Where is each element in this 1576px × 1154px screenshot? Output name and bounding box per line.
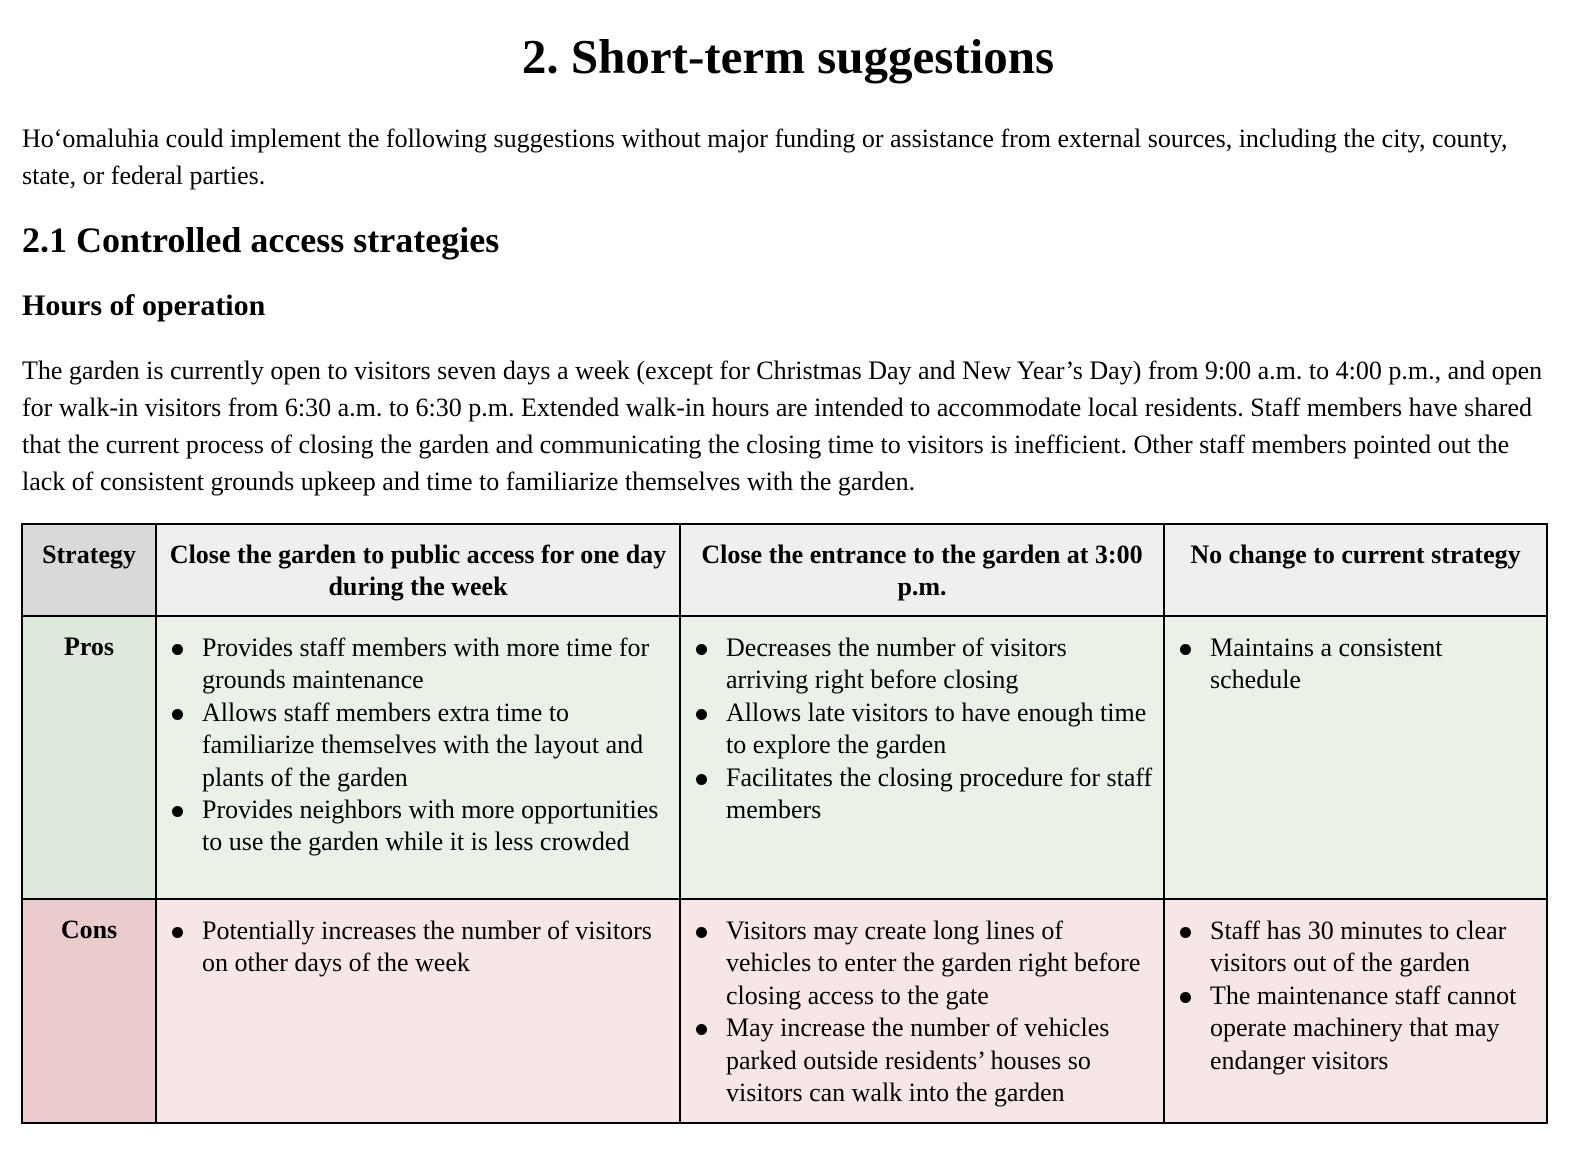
pros-cell-close-one-day: Provides staff members with more time fo… [155, 615, 681, 900]
list-item: Allows staff members extra time to famil… [172, 697, 670, 794]
table-header-row: Strategy Close the garden to public acce… [21, 523, 1548, 617]
hours-paragraph: The garden is currently open to visitors… [22, 356, 1543, 496]
bullet-list: Maintains a consistent schedule [1166, 618, 1545, 705]
pros-row: Pros Provides staff members with more ti… [21, 615, 1548, 900]
list-item: The maintenance staff cannot operate mac… [1180, 980, 1537, 1077]
header-no-change: No change to current strategy [1163, 523, 1548, 617]
list-item: May increase the number of vehicles park… [696, 1012, 1154, 1109]
intro-paragraph: Hoʻomaluhia could implement the followin… [22, 124, 1508, 190]
bullet-list: Provides staff members with more time fo… [158, 618, 678, 867]
bullet-list: Staff has 30 minutes to clear visitors o… [1166, 901, 1545, 1085]
pros-label: Pros [21, 615, 157, 900]
list-item: Maintains a consistent schedule [1180, 632, 1537, 697]
header-close-one-day: Close the garden to public access for on… [155, 523, 681, 617]
subsection-heading: Hours of operation [22, 289, 266, 322]
header-strategy: Strategy [21, 523, 157, 617]
cons-cell-close-at-3pm: Visitors may create long lines of vehicl… [679, 898, 1165, 1124]
page-title: 2. Short-term suggestions [521, 29, 1055, 84]
cons-row: Cons Potentially increases the number of… [21, 898, 1548, 1124]
list-item: Facilitates the closing procedure for st… [696, 762, 1154, 827]
list-item: Potentially increases the number of visi… [172, 915, 670, 980]
list-item: Staff has 30 minutes to clear visitors o… [1180, 915, 1537, 980]
bullet-list: Visitors may create long lines of vehicl… [682, 901, 1162, 1117]
section-heading: 2.1 Controlled access strategies [22, 220, 500, 260]
strategy-table: Strategy Close the garden to public acce… [21, 523, 1548, 1124]
list-item: Decreases the number of visitors arrivin… [696, 632, 1154, 697]
bullet-list: Decreases the number of visitors arrivin… [682, 618, 1162, 834]
bullet-list: Potentially increases the number of visi… [158, 901, 678, 988]
header-close-at-3pm: Close the entrance to the garden at 3:00… [679, 523, 1165, 617]
cons-label: Cons [21, 898, 157, 1124]
cons-cell-close-one-day: Potentially increases the number of visi… [155, 898, 681, 1124]
list-item: Allows late visitors to have enough time… [696, 697, 1154, 762]
pros-cell-no-change: Maintains a consistent schedule [1163, 615, 1548, 900]
cons-cell-no-change: Staff has 30 minutes to clear visitors o… [1163, 898, 1548, 1124]
list-item: Provides staff members with more time fo… [172, 632, 670, 697]
list-item: Visitors may create long lines of vehicl… [696, 915, 1154, 1012]
pros-cell-close-at-3pm: Decreases the number of visitors arrivin… [679, 615, 1165, 900]
list-item: Provides neighbors with more opportuniti… [172, 794, 670, 859]
